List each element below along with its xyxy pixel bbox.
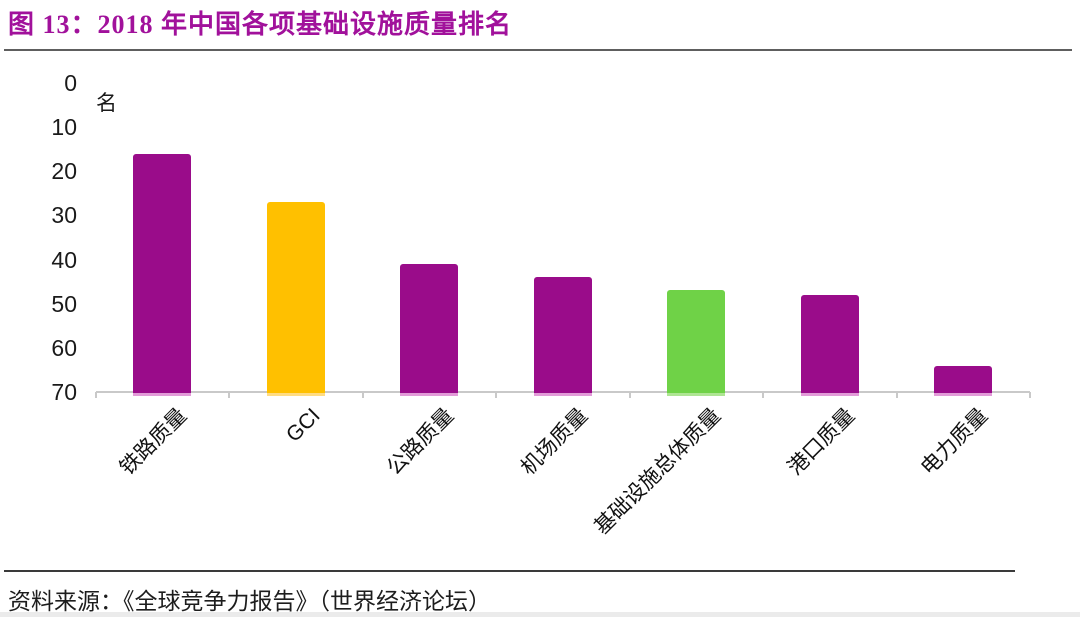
- title-divider: [4, 49, 1072, 51]
- page-bottom-edge: [0, 612, 1080, 617]
- figure-title: 图 13：2018 年中国各项基础设施质量排名: [8, 10, 513, 39]
- y-tick-label: 30: [51, 202, 77, 229]
- x-axis-tick: [495, 392, 497, 398]
- x-category-label: 铁路质量: [115, 404, 192, 480]
- x-category-label: 机场质量: [516, 404, 593, 480]
- x-axis-tick: [1029, 392, 1031, 398]
- footer-divider: [4, 570, 1015, 572]
- x-category-label: 港口质量: [783, 404, 860, 480]
- y-axis-unit-label: 名: [96, 92, 117, 115]
- x-axis-tick: [762, 392, 764, 398]
- source-note: 资料来源：《全球竞争力报告》（世界经济论坛）: [8, 589, 491, 614]
- bar-电力质量: [934, 365, 993, 396]
- y-tick-label: 40: [51, 246, 77, 273]
- x-category-label: 基础设施总体质量: [590, 404, 726, 540]
- x-axis-tick: [94, 392, 97, 398]
- y-tick-label: 50: [51, 290, 77, 317]
- y-tick-label: 60: [51, 334, 77, 361]
- y-tick-label: 70: [51, 379, 77, 405]
- bar-GCI: [266, 202, 325, 396]
- x-axis-tick: [895, 392, 898, 398]
- y-tick-label: 0: [64, 70, 77, 96]
- x-category-label: 电力质量: [916, 404, 993, 480]
- bar-机场质量: [533, 277, 592, 396]
- x-axis-tick: [361, 392, 364, 398]
- y-tick-label: 10: [51, 114, 77, 141]
- x-axis-tick: [228, 392, 230, 398]
- bar-铁路质量: [133, 153, 192, 396]
- bar-公路质量: [400, 263, 459, 396]
- x-category-label: 公路质量: [382, 404, 459, 480]
- bar-基础设施总体质量: [667, 290, 726, 396]
- x-axis-tick: [628, 392, 631, 398]
- y-tick-label: 20: [51, 158, 77, 185]
- x-category-label: GCI: [282, 404, 326, 447]
- bar-港口质量: [800, 294, 859, 396]
